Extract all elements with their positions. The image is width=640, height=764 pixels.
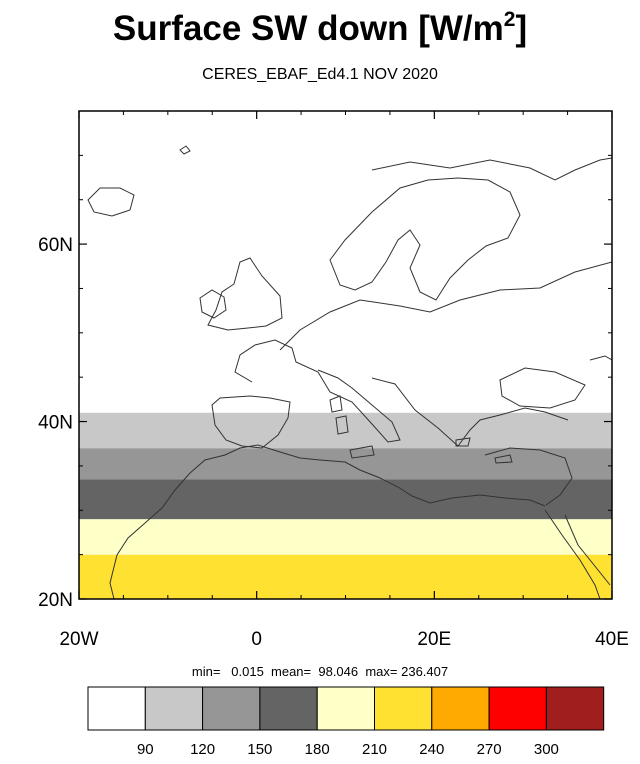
- coastline-uk: [207, 257, 283, 331]
- coastline-turkey-levant: [484, 447, 573, 506]
- colorbar-swatch-0: [87, 686, 146, 731]
- axes: 20W 0 20E 40E 20N 40N 60N: [38, 110, 629, 650]
- colorbar-swatch-4: [316, 686, 376, 731]
- coastlines: [87, 145, 612, 599]
- heatmap-band-4: [79, 412, 612, 449]
- coastline-balkans: [371, 377, 569, 447]
- x-tick-label-1: 0: [251, 629, 262, 650]
- colorbar-swatch-2: [202, 686, 261, 731]
- colorbar-label-4: 210: [362, 741, 387, 758]
- y-tick-label-2: 60N: [38, 235, 73, 256]
- colorbar-swatch-1: [144, 686, 204, 731]
- heatmap-band-0: [79, 554, 612, 599]
- colorbar-label-5: 240: [419, 741, 444, 758]
- colorbar-swatch-8: [545, 686, 605, 731]
- coastline-iceland: [87, 187, 135, 217]
- colorbar-label-0: 90: [137, 741, 154, 758]
- colorbar-swatch-3: [259, 686, 318, 731]
- heatmap-cells: [79, 111, 612, 599]
- coastline-arctic: [371, 157, 612, 181]
- coastline-scandinavia: [329, 177, 521, 301]
- chart-title: Surface SW down [W/m2]: [0, 8, 640, 49]
- heatmap-band-5: [79, 111, 612, 413]
- chart-subtitle: CERES_EBAF_Ed4.1 NOV 2020: [202, 66, 438, 83]
- y-tick-label-0: 20N: [38, 590, 73, 611]
- heatmap-band-1: [79, 519, 612, 555]
- title-end: ]: [515, 9, 528, 48]
- coastline-north-europe: [279, 261, 612, 351]
- x-tick-label-0: 20W: [59, 629, 98, 650]
- colorbar-label-2: 150: [247, 741, 272, 758]
- heatmap-band-2: [79, 479, 612, 520]
- stats-line: min= 0.015 mean= 98.046 max= 236.407: [191, 664, 449, 679]
- x-tick-label-2: 20E: [417, 629, 451, 650]
- colorbar-swatch-6: [431, 686, 490, 731]
- coastline-black-sea: [499, 367, 586, 409]
- coastline-africa: [109, 444, 546, 599]
- coastline-ireland: [199, 289, 227, 319]
- x-tick-label-3: 40E: [595, 629, 629, 650]
- colorbar-swatch-5: [374, 686, 433, 731]
- colorbar: 90 120 150 180 210 240 270 300: [87, 686, 605, 758]
- title-text: Surface SW down [W/m: [112, 9, 504, 48]
- coastline-red-sea: [544, 509, 611, 599]
- coastline-caspian: [589, 355, 612, 361]
- heatmap-band-3: [79, 448, 612, 480]
- coastline-france-italy: [234, 339, 401, 443]
- coastline-iberia: [211, 395, 291, 449]
- colorbar-swatch-7: [488, 686, 547, 731]
- title-superscript: 2: [503, 8, 516, 31]
- colorbar-label-3: 180: [305, 741, 330, 758]
- colorbar-label-6: 270: [477, 741, 502, 758]
- y-tick-label-1: 40N: [38, 413, 73, 434]
- coastline-islands: [179, 145, 513, 464]
- colorbar-label-7: 300: [534, 741, 559, 758]
- colorbar-label-1: 120: [190, 741, 215, 758]
